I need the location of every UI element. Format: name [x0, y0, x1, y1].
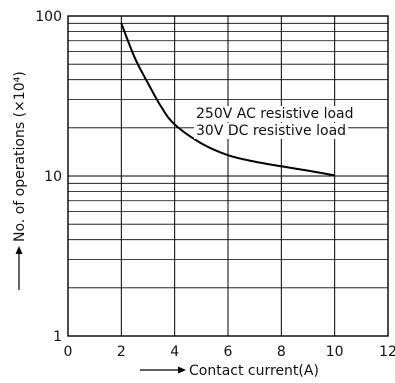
x-tick-labels: 0 2 4 6 8 10 12: [64, 344, 395, 360]
y-tick-label-2: 100: [35, 9, 62, 25]
annot2-bg: [194, 123, 349, 139]
grid: [67, 16, 389, 337]
x-tick-label-0: 0: [64, 344, 73, 360]
y-tick-label-0: 1: [53, 329, 62, 345]
series-line: [120, 22, 335, 177]
x-tick-label-4: 8: [277, 344, 286, 360]
y-axis-label: No. of operations (×10⁴): [12, 71, 28, 242]
x-tick-label-6: 12: [379, 344, 395, 360]
x-tick-label-5: 10: [326, 344, 344, 360]
x-tick-label-1: 2: [117, 344, 126, 360]
y-axis-label-group: No. of operations (×10⁴): [12, 71, 28, 290]
y-axis-arrowhead: [15, 246, 23, 254]
y-tick-label-1: 10: [44, 169, 62, 185]
x-tick-label-3: 6: [224, 344, 233, 360]
annotation-ac: 250V AC resistive load: [196, 106, 354, 122]
plot-frame: [67, 15, 389, 337]
annotation-dc: 30V DC resistive load: [196, 123, 346, 139]
annot1-bg: [194, 106, 356, 122]
x-axis-label-group: Contact current(A): [140, 363, 319, 379]
x-axis-label: Contact current(A): [189, 363, 319, 379]
x-tick-label-2: 4: [170, 344, 179, 360]
y-tick-labels: 1 10 100: [35, 9, 62, 345]
x-axis-arrowhead: [178, 366, 186, 374]
